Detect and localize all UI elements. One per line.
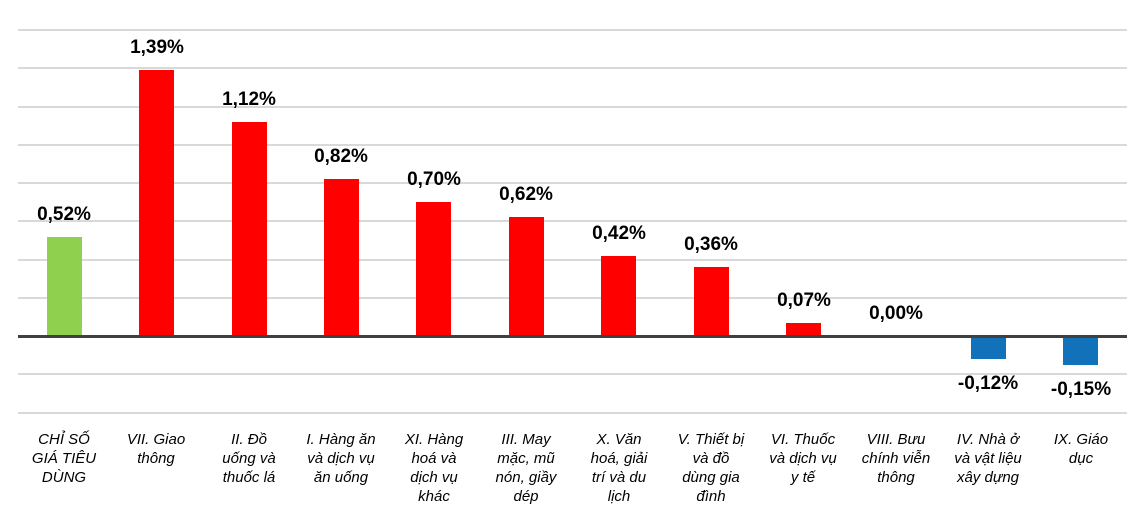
bar [1063,336,1098,365]
bar [971,336,1006,359]
category-label-line: ăn uống [313,469,369,486]
category-label: VII. Giao thông [110,430,202,468]
category-label-line: dép [513,488,539,505]
category-label-line: nón, giầy [495,469,557,486]
category-label-line: IV. Nhà ở [956,431,1020,448]
category-label-line: XI. Hàng [404,431,464,448]
category-label-line: VII. Giao [126,431,186,448]
category-label-line: DÙNG [41,469,87,486]
category-label-line: III. May [501,431,551,448]
bar [694,267,729,336]
category-label-line: thông [137,450,175,467]
gridline [18,67,1127,69]
category-label: IX. Giáo dục [1035,430,1127,468]
value-label: 0,36% [684,234,738,255]
category-label-line: và vật liệu [954,450,1022,467]
category-label: XI. Hàng hoá và dịch vụ khác [388,430,480,506]
category-label-line: xây dựng [956,469,1020,486]
bar [601,256,636,336]
value-label: 1,39% [130,37,184,58]
category-label-line: CHỈ SỐ [38,431,90,448]
category-label-line: X. Văn [596,431,642,448]
category-label-line: V. Thiết bị [677,431,745,448]
category-label-line: II. Đồ [231,431,267,448]
value-label: 0,42% [592,223,646,244]
category-label-line: y tế [790,469,816,486]
bar [786,323,821,336]
category-label-line: trí và du [591,469,647,486]
value-label: 0,70% [407,169,461,190]
category-label-line: uống và [222,450,276,467]
category-label-line: hoá và [411,450,457,467]
category-label-line: thông [877,469,915,486]
gridline [18,106,1127,108]
category-label-line: VI. Thuốc [770,431,836,448]
category-label-line: mặc, mũ [497,450,555,467]
zero-axis-line [18,335,1127,338]
category-label-line: thuốc lá [222,469,276,486]
bar [324,179,359,336]
value-label: 1,12% [222,89,276,110]
bar [416,202,451,336]
category-label-line: dùng gia [682,469,740,486]
bar [509,217,544,336]
gridline [18,259,1127,261]
category-label: X. Văn hoá, giải trí và du lịch [573,430,665,506]
bar [139,70,174,336]
category-label: I. Hàng ăn và dịch vụ ăn uống [295,430,387,487]
category-label-line: IX. Giáo [1053,431,1109,448]
bar [232,122,267,336]
value-label: -0,15% [1050,379,1112,400]
gridline [18,220,1127,222]
gridline [18,144,1127,146]
category-label: VI. Thuốc và dịch vụ y tế [757,430,849,487]
category-label: V. Thiết bị và đồ dùng gia đình [665,430,757,506]
bar [47,237,82,336]
value-label: -0,12% [957,373,1019,394]
value-label: 0,00% [869,303,923,324]
category-label: III. May mặc, mũ nón, giầy dép [480,430,572,506]
category-label-line: hoá, giải [590,450,648,467]
gridline [18,373,1127,375]
category-label-line: và dịch vụ [307,450,375,467]
gridline [18,29,1127,31]
gridline [18,297,1127,299]
category-label-line: GIÁ TIÊU [31,450,97,467]
category-label-line: dịch vụ [410,469,458,486]
category-label-line: lịch [607,488,631,505]
category-label-line: đình [696,488,726,505]
gridline [18,412,1127,414]
gridline [18,182,1127,184]
category-label-line: VIII. Bưu [866,431,926,448]
category-label-line: chính viễn [861,450,931,467]
category-label-line: dục [1068,450,1094,467]
category-label: CHỈ SỐ GIÁ TIÊU DÙNG [18,430,110,487]
value-label: 0,82% [314,146,368,167]
category-label: VIII. Bưu chính viễn thông [850,430,942,487]
category-label-line: và đồ [692,450,730,467]
category-label-line: I. Hàng ăn [306,431,376,448]
value-label: 0,62% [499,184,553,205]
category-label: IV. Nhà ở và vật liệu xây dựng [942,430,1034,487]
value-label: 0,52% [37,204,91,225]
category-label-line: và dịch vụ [769,450,837,467]
category-label-line: khác [418,488,450,505]
category-label: II. Đồ uống và thuốc lá [203,430,295,487]
value-label: 0,07% [777,290,831,311]
